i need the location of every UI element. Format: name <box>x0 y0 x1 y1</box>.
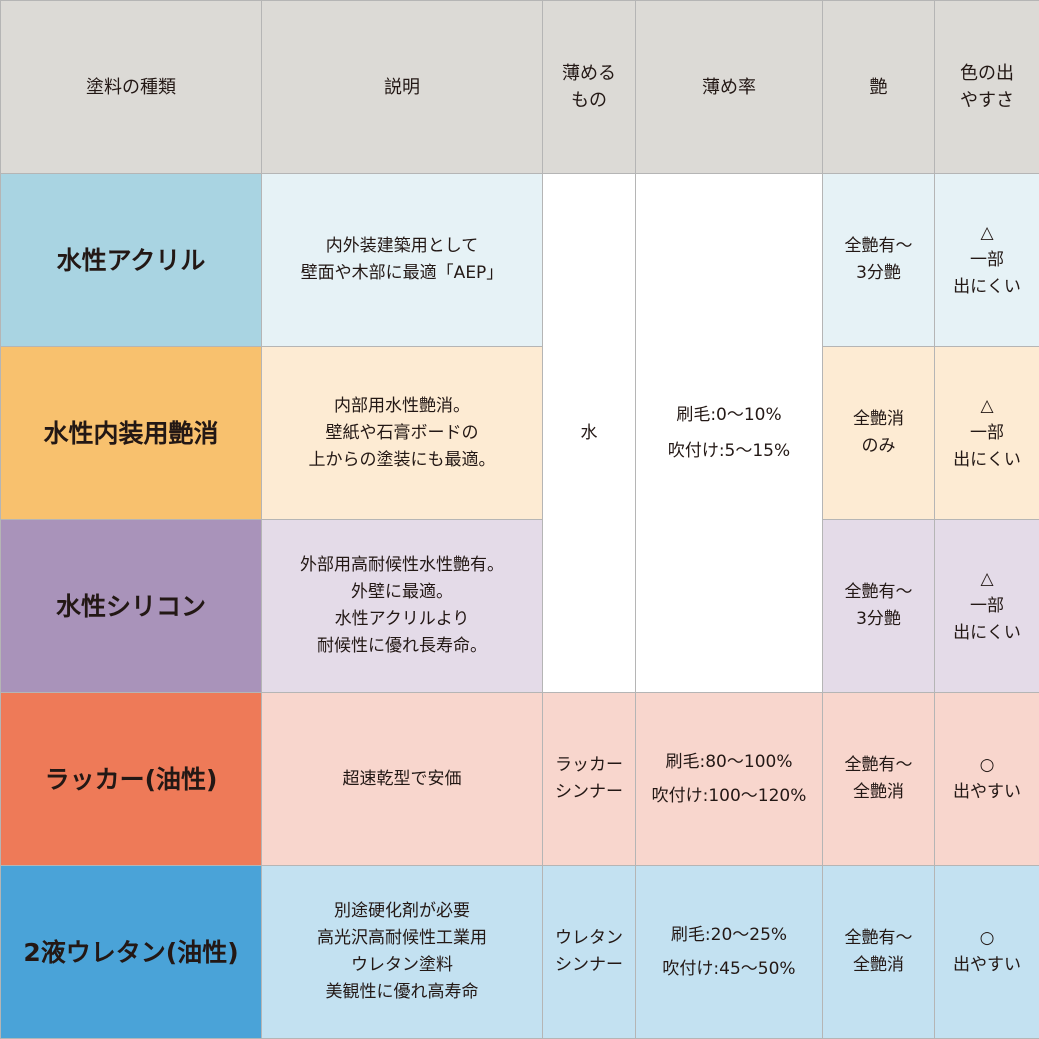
paint-type: ラッカー(油性) <box>0 692 262 866</box>
header-gloss: 艶 <box>822 0 935 174</box>
gloss: 全艶有〜 全艶消 <box>822 865 935 1039</box>
gloss: 全艶有〜 全艶消 <box>822 692 935 866</box>
description: 別途硬化剤が必要 高光沢高耐候性工業用 ウレタン塗料 美観性に優れ高寿命 <box>261 865 543 1039</box>
thinner-shared: 水 <box>542 173 636 693</box>
description: 外部用高耐候性水性艶有。 外壁に最適。 水性アクリルより 耐候性に優れ長寿命。 <box>261 519 543 693</box>
description: 内外装建築用として 壁面や木部に最適「AEP」 <box>261 173 543 347</box>
color-ease: △ 一部 出にくい <box>934 173 1039 347</box>
rate-shared: 刷毛:0〜10% 吹付け:5〜15% <box>635 173 823 693</box>
color-ease: ○ 出やすい <box>934 692 1039 866</box>
paint-type: 水性内装用艶消 <box>0 346 262 520</box>
rate: 刷毛:80〜100% 吹付け:100〜120% <box>635 692 823 866</box>
table-row: 2液ウレタン(油性) 別途硬化剤が必要 高光沢高耐候性工業用 ウレタン塗料 美観… <box>0 865 1039 1039</box>
table-row: 水性アクリル 内外装建築用として 壁面や木部に最適「AEP」 水 刷毛:0〜10… <box>0 173 1039 693</box>
thinner: ウレタン シンナー <box>542 865 636 1039</box>
gloss: 全艶有〜 3分艶 <box>822 519 935 693</box>
color-ease: △ 一部 出にくい <box>934 346 1039 520</box>
table-row: ラッカー(油性) 超速乾型で安価 ラッカー シンナー 刷毛:80〜100% 吹付… <box>0 692 1039 866</box>
color-ease: △ 一部 出にくい <box>934 519 1039 693</box>
thinner: ラッカー シンナー <box>542 692 636 866</box>
table-row: 水性内装用艶消 内部用水性艶消。 壁紙や石膏ボードの 上からの塗装にも最適。 全… <box>0 346 1039 520</box>
paint-type: 水性シリコン <box>0 519 262 693</box>
description: 内部用水性艶消。 壁紙や石膏ボードの 上からの塗装にも最適。 <box>261 346 543 520</box>
rate: 刷毛:20〜25% 吹付け:45〜50% <box>635 865 823 1039</box>
description: 超速乾型で安価 <box>261 692 543 866</box>
paint-type: 2液ウレタン(油性) <box>0 865 262 1039</box>
header-desc: 説明 <box>261 0 543 174</box>
header-type: 塗料の種類 <box>0 0 262 174</box>
header-rate: 薄め率 <box>635 0 823 174</box>
paint-type: 水性アクリル <box>0 173 262 347</box>
color-ease: ○ 出やすい <box>934 865 1039 1039</box>
header-color: 色の出 やすさ <box>934 0 1039 174</box>
header-thinner: 薄める もの <box>542 0 636 174</box>
header-row: 塗料の種類 説明 薄める もの 薄め率 艶 色の出 やすさ <box>0 0 1039 174</box>
gloss: 全艶消 のみ <box>822 346 935 520</box>
table-row: 水性シリコン 外部用高耐候性水性艶有。 外壁に最適。 水性アクリルより 耐候性に… <box>0 519 1039 693</box>
gloss: 全艶有〜 3分艶 <box>822 173 935 347</box>
